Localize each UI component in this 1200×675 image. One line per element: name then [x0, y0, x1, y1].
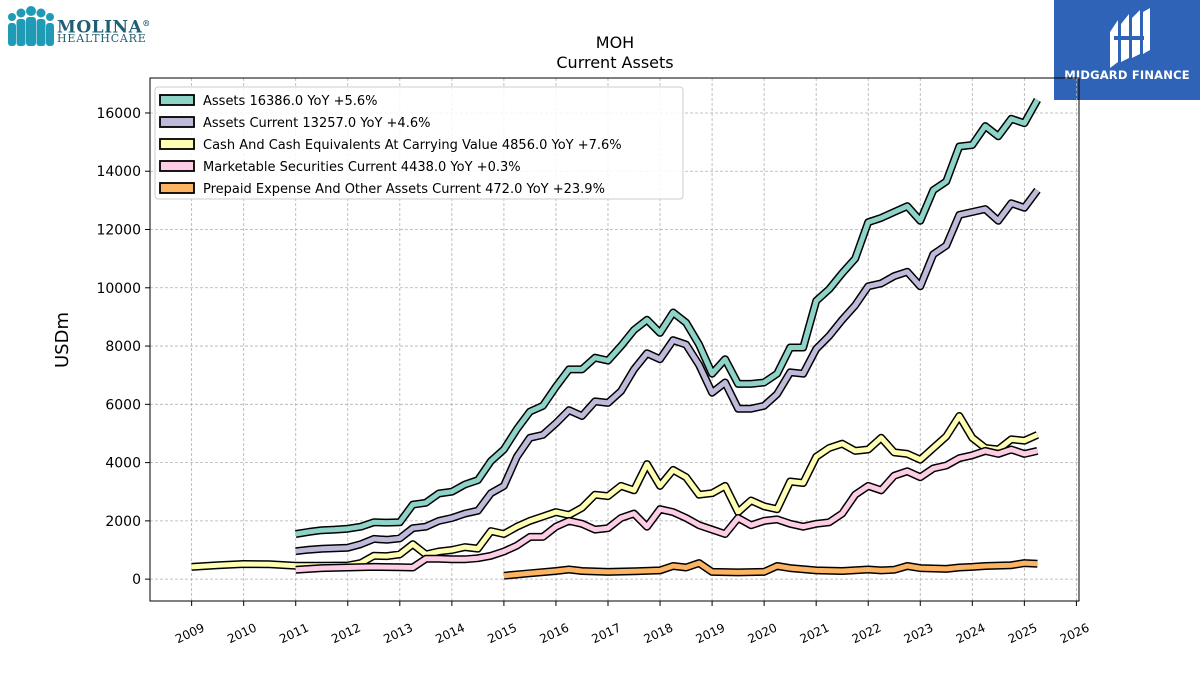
person-head-icon	[46, 13, 54, 21]
x-tick-label: 2020	[746, 621, 780, 647]
person-head-icon	[16, 8, 26, 18]
person-head-icon	[36, 8, 46, 18]
x-axis: 2009 2010 2011 2012 2013 2014 2015 2016 2017 2018…	[173, 601, 1092, 647]
x-tick-label: 2015	[485, 621, 519, 647]
x-tick-label: 2026	[1058, 621, 1092, 647]
x-tick-label: 2019	[694, 621, 728, 647]
x-tick-label: 2023	[902, 621, 936, 647]
y-tick-label: 16000	[96, 106, 141, 122]
legend: Assets 16386.0 YoY +5.6% Assets Current 1…	[154, 86, 684, 200]
x-tick-label: 2016	[537, 621, 571, 647]
y-tick-label: 10000	[96, 281, 141, 297]
y-tick-label: 2000	[105, 514, 141, 530]
molina-people-icon	[8, 6, 54, 46]
y-tick-label: 8000	[105, 339, 141, 355]
x-tick-label: 2025	[1006, 621, 1040, 647]
legend-entry: Marketable Securities Current 4438.0 YoY…	[203, 160, 521, 175]
person-body-icon	[16, 19, 26, 46]
x-tick-label: 2014	[433, 621, 467, 647]
person-body-icon	[46, 23, 54, 46]
molina-subtitle: HEALTHCARE	[57, 32, 147, 45]
x-tick-label: 2013	[381, 621, 415, 647]
series-outline	[295, 187, 1041, 556]
x-tick-label: 2018	[642, 621, 676, 647]
y-tick-label: 14000	[96, 164, 141, 180]
person-head-icon	[26, 6, 36, 16]
series-line	[191, 413, 1039, 570]
x-tick-label: 2012	[329, 621, 363, 647]
series-line	[295, 447, 1038, 573]
series-line	[295, 188, 1040, 554]
legend-swatch	[159, 160, 195, 172]
midgard-finance-label: MIDGARD FINANCE	[1064, 68, 1190, 82]
person-body-icon	[36, 19, 46, 46]
y-axis-label: USDm	[52, 312, 73, 368]
x-tick-label: 2011	[277, 621, 311, 647]
legend-swatch	[159, 116, 195, 128]
legend-swatch	[159, 138, 195, 150]
y-tick-label: 12000	[96, 223, 141, 239]
chart-subtitle: Current Assets	[556, 53, 673, 72]
legend-entry: Prepaid Expense And Other Assets Current…	[203, 182, 605, 197]
legend-swatch	[159, 94, 195, 106]
y-axis: 0 2000 4000 6000 8000 10000 12000 14000 16000	[96, 106, 150, 588]
person-body-icon	[26, 17, 36, 46]
x-tick-label: 2017	[590, 621, 624, 647]
legend-box	[154, 86, 684, 200]
legend-entry: Cash And Cash Equivalents At Carrying Va…	[203, 138, 622, 153]
x-tick-label: 2024	[954, 621, 988, 647]
molina-logo	[6, 6, 156, 50]
x-tick-label: 2009	[173, 621, 207, 647]
y-tick-label: 6000	[105, 397, 141, 413]
x-tick-label: 2022	[850, 621, 884, 647]
y-tick-label: 0	[132, 572, 141, 588]
person-head-icon	[8, 13, 16, 21]
x-tick-label: 2021	[798, 621, 832, 647]
chart-title: MOH	[596, 33, 634, 52]
midgard-finance-badge: MIDGARD FINANCE	[1054, 0, 1200, 100]
legend-entry: Assets Current 13257.0 YoY +4.6%	[203, 116, 430, 131]
molina-name: MOLINA®	[57, 17, 151, 38]
x-tick-label: 2010	[225, 621, 259, 647]
legend-entry: Assets 16386.0 YoY +5.6%	[203, 94, 378, 109]
plot-frame	[149, 77, 1080, 602]
midgard-logo-icon	[1110, 8, 1150, 68]
series-line	[295, 98, 1040, 537]
y-tick-label: 4000	[105, 456, 141, 472]
legend-swatch	[159, 182, 195, 194]
plot-lines	[191, 97, 1041, 580]
person-body-icon	[8, 23, 16, 46]
series-line	[503, 560, 1038, 579]
